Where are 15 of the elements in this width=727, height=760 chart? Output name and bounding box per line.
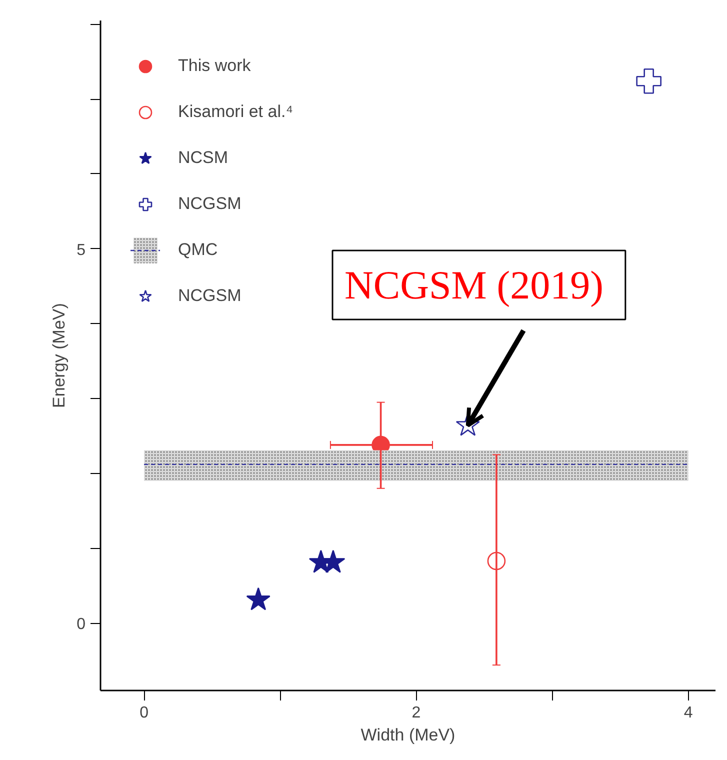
x-tick-label: 0 (140, 704, 149, 722)
legend-label: Kisamori et al.⁴ (178, 102, 294, 122)
legend-label: NCGSM (178, 194, 242, 214)
y-tick-label: 5 (76, 242, 86, 259)
legend-label: QMC (178, 240, 218, 260)
annotation: NCGSM (2019) (344, 262, 604, 308)
x-axis-title: Width (MeV) (360, 726, 456, 744)
point (636, 68, 662, 94)
y-axis-title: Energy (MeV) (50, 303, 69, 408)
x-tick-label: 2 (412, 704, 421, 722)
point (246, 587, 270, 610)
legend-label: NCGSM (178, 286, 242, 306)
x-tick-label: 4 (684, 704, 693, 722)
legend-label: NCSM (178, 148, 228, 168)
legend-label: This work (178, 56, 251, 76)
